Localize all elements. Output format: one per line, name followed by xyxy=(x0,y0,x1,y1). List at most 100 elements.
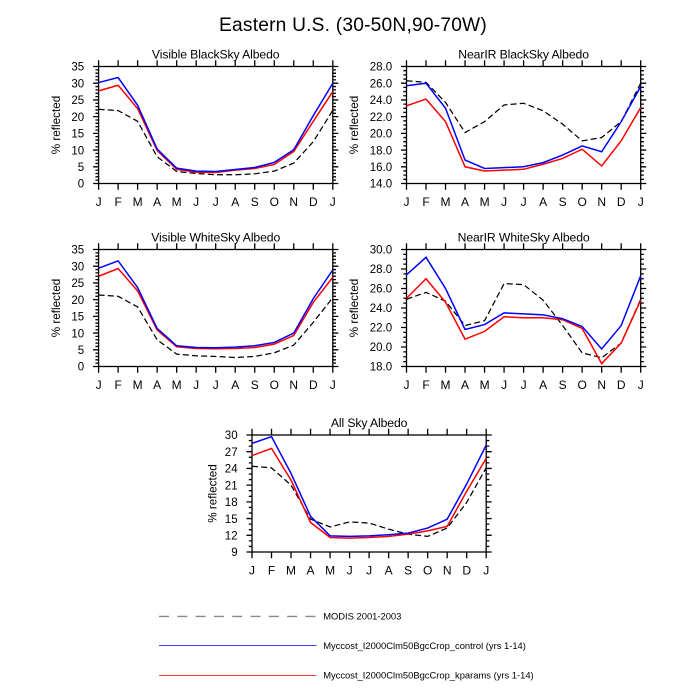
svg-text:A: A xyxy=(539,195,547,209)
svg-text:J: J xyxy=(213,378,219,392)
svg-text:J: J xyxy=(330,378,336,392)
svg-text:M: M xyxy=(172,195,182,209)
svg-text:22.0: 22.0 xyxy=(370,323,392,335)
svg-text:A: A xyxy=(539,378,547,392)
svg-text:J: J xyxy=(638,378,644,392)
svg-text:J: J xyxy=(347,564,353,578)
svg-text:26.0: 26.0 xyxy=(370,284,392,296)
svg-text:Visible WhiteSky Albedo: Visible WhiteSky Albedo xyxy=(151,230,280,244)
svg-text:16.0: 16.0 xyxy=(370,162,392,174)
svg-text:M: M xyxy=(133,378,143,392)
svg-text:M: M xyxy=(480,378,490,392)
svg-text:M: M xyxy=(286,564,296,578)
svg-text:9: 9 xyxy=(231,547,237,559)
svg-text:F: F xyxy=(422,195,429,209)
svg-text:NearIR BlackSky Albedo: NearIR BlackSky Albedo xyxy=(458,47,589,61)
svg-text:O: O xyxy=(270,378,279,392)
svg-text:18: 18 xyxy=(225,497,238,509)
svg-text:N: N xyxy=(597,195,606,209)
svg-text:% reflected: % reflected xyxy=(50,279,63,337)
svg-text:J: J xyxy=(483,564,489,578)
svg-text:Myccost_I2000Clm50BgcCrop_cont: Myccost_I2000Clm50BgcCrop_control (yrs 1… xyxy=(323,640,526,651)
svg-text:A: A xyxy=(461,378,469,392)
svg-text:D: D xyxy=(617,195,626,209)
svg-text:J: J xyxy=(404,378,410,392)
svg-text:14.0: 14.0 xyxy=(370,179,392,191)
svg-text:O: O xyxy=(577,378,586,392)
svg-text:N: N xyxy=(597,378,606,392)
svg-text:A: A xyxy=(153,378,161,392)
svg-text:N: N xyxy=(289,195,298,209)
svg-text:J: J xyxy=(249,564,255,578)
svg-text:MODIS 2001-2003: MODIS 2001-2003 xyxy=(323,611,401,622)
svg-text:A: A xyxy=(231,378,239,392)
svg-text:S: S xyxy=(404,564,412,578)
svg-text:M: M xyxy=(133,195,143,209)
svg-text:5: 5 xyxy=(78,345,84,357)
svg-text:J: J xyxy=(638,195,644,209)
svg-text:28.0: 28.0 xyxy=(370,62,392,74)
svg-text:% reflected: % reflected xyxy=(50,96,63,154)
svg-text:20: 20 xyxy=(71,295,84,307)
svg-text:J: J xyxy=(366,564,372,578)
svg-text:24.0: 24.0 xyxy=(370,95,392,107)
svg-text:A: A xyxy=(307,564,315,578)
svg-text:J: J xyxy=(213,195,219,209)
svg-text:15: 15 xyxy=(71,312,84,324)
svg-text:S: S xyxy=(251,195,259,209)
svg-text:M: M xyxy=(172,378,182,392)
svg-text:A: A xyxy=(385,564,393,578)
svg-text:35: 35 xyxy=(71,62,84,74)
svg-text:30.0: 30.0 xyxy=(370,245,392,257)
svg-text:S: S xyxy=(251,378,259,392)
svg-text:35: 35 xyxy=(71,245,84,257)
svg-text:Eastern U.S. (30-50N,90-70W): Eastern U.S. (30-50N,90-70W) xyxy=(219,15,487,36)
svg-text:F: F xyxy=(114,378,121,392)
svg-text:N: N xyxy=(443,564,452,578)
svg-text:20.0: 20.0 xyxy=(370,342,392,354)
svg-text:O: O xyxy=(577,195,586,209)
svg-text:D: D xyxy=(309,378,318,392)
svg-text:10: 10 xyxy=(71,328,84,340)
svg-text:25: 25 xyxy=(71,95,84,107)
svg-text:24: 24 xyxy=(225,464,238,476)
svg-text:J: J xyxy=(501,378,507,392)
svg-text:20.0: 20.0 xyxy=(370,129,392,141)
svg-text:24.0: 24.0 xyxy=(370,303,392,315)
svg-text:N: N xyxy=(289,378,298,392)
svg-text:30: 30 xyxy=(71,78,84,90)
svg-text:J: J xyxy=(521,195,527,209)
svg-text:0: 0 xyxy=(78,362,84,374)
svg-text:22.0: 22.0 xyxy=(370,112,392,124)
svg-text:J: J xyxy=(501,195,507,209)
svg-text:26.0: 26.0 xyxy=(370,78,392,90)
svg-text:S: S xyxy=(559,195,567,209)
svg-text:J: J xyxy=(330,195,336,209)
svg-text:15: 15 xyxy=(225,514,238,526)
svg-text:D: D xyxy=(617,378,626,392)
svg-text:25: 25 xyxy=(71,278,84,290)
svg-text:Visible BlackSky Albedo: Visible BlackSky Albedo xyxy=(152,47,280,61)
svg-text:20: 20 xyxy=(71,112,84,124)
svg-text:M: M xyxy=(441,195,451,209)
svg-text:J: J xyxy=(193,378,199,392)
svg-text:27: 27 xyxy=(225,447,238,459)
svg-text:O: O xyxy=(423,564,432,578)
svg-text:Myccost_I2000Clm50BgcCrop_kpar: Myccost_I2000Clm50BgcCrop_kparams (yrs 1… xyxy=(323,670,534,681)
svg-text:28.0: 28.0 xyxy=(370,264,392,276)
svg-text:M: M xyxy=(480,195,490,209)
svg-text:18.0: 18.0 xyxy=(370,362,392,374)
svg-text:% reflected: % reflected xyxy=(348,279,361,337)
svg-text:F: F xyxy=(422,378,429,392)
svg-text:J: J xyxy=(193,195,199,209)
svg-text:F: F xyxy=(114,195,121,209)
svg-text:O: O xyxy=(270,195,279,209)
svg-text:NearIR WhiteSky Albedo: NearIR WhiteSky Albedo xyxy=(458,230,590,244)
svg-text:15: 15 xyxy=(71,129,84,141)
svg-text:J: J xyxy=(96,195,102,209)
svg-text:A: A xyxy=(231,195,239,209)
svg-text:D: D xyxy=(462,564,471,578)
svg-text:F: F xyxy=(268,564,275,578)
svg-text:30: 30 xyxy=(225,430,238,442)
svg-text:M: M xyxy=(325,564,335,578)
